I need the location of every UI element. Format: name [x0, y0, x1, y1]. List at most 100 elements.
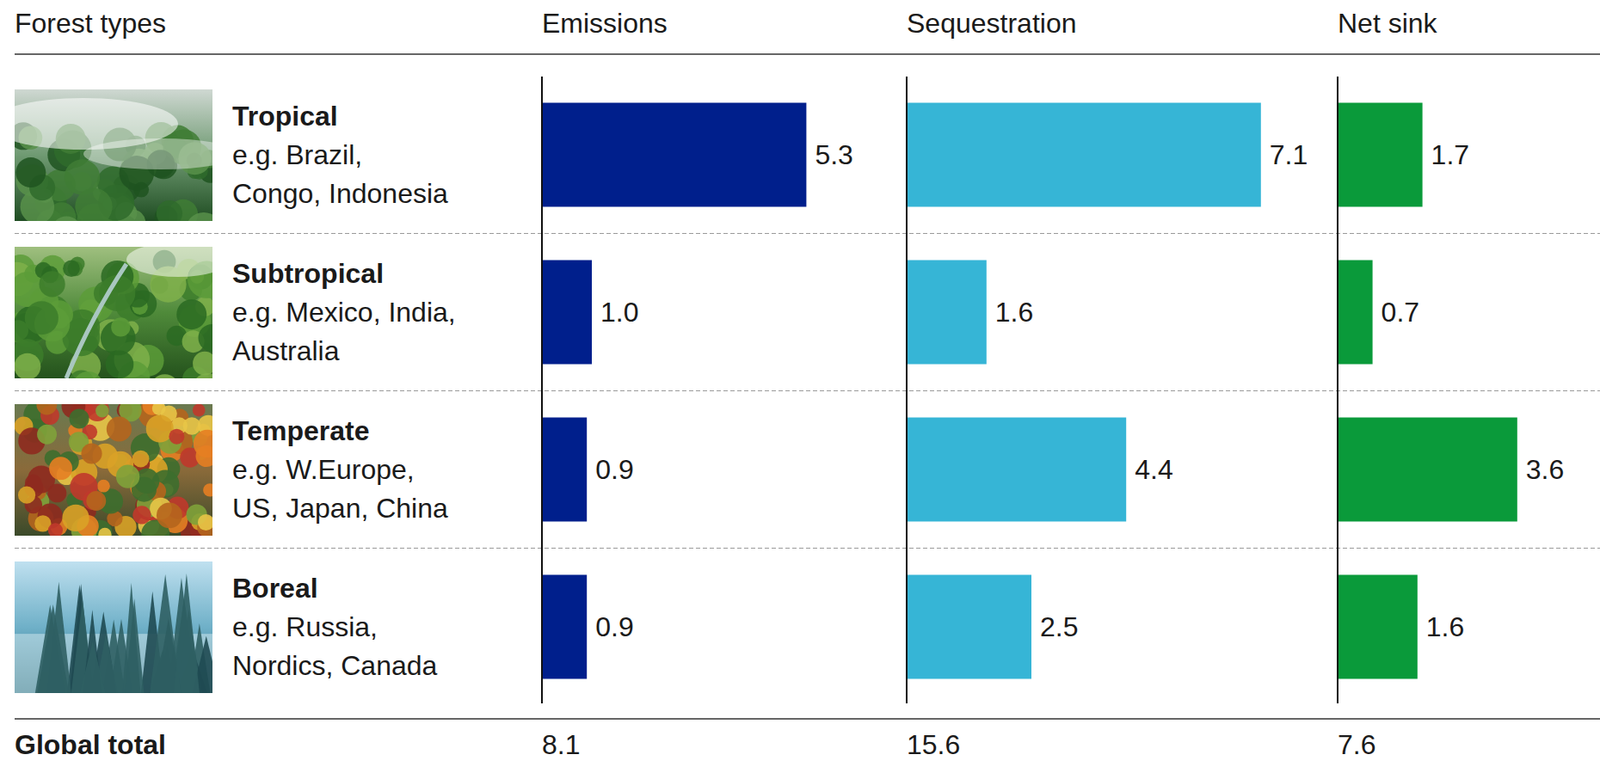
foliage [62, 259, 80, 277]
header-rule [14, 53, 1600, 56]
data-label: 2.5 [1040, 611, 1078, 643]
data-label: 5.3 [814, 139, 853, 171]
category-label: Temperate [232, 415, 370, 447]
foliage [152, 404, 167, 416]
foliage [116, 464, 140, 488]
data-label: 0.7 [1381, 296, 1420, 328]
forest-photo [14, 246, 213, 379]
conifer [80, 641, 106, 694]
panel-axis [541, 76, 543, 704]
conifer [173, 573, 200, 694]
panel-total: 7.6 [1337, 729, 1376, 761]
foliage [132, 505, 151, 524]
foliage [106, 416, 132, 442]
row-separator [14, 390, 1600, 392]
panel-title: Emissions [541, 7, 668, 39]
conifer [124, 598, 145, 694]
category-label: Boreal [232, 572, 319, 604]
category-label: Tropical [232, 100, 339, 132]
data-label: 1.6 [1426, 611, 1465, 643]
foliage [14, 353, 41, 379]
photo-background [14, 404, 213, 536]
foliage [156, 200, 183, 222]
bar [541, 260, 592, 365]
mist [126, 246, 213, 277]
foliage [197, 514, 213, 531]
data-label: 1.6 [995, 296, 1034, 328]
panel-axis [1336, 76, 1339, 704]
foliage [185, 212, 213, 222]
bar [541, 575, 587, 680]
foliage [191, 373, 213, 379]
foliage [86, 491, 106, 511]
data-label: 4.4 [1134, 454, 1173, 486]
panel-axis [905, 76, 908, 704]
forest-photo [14, 404, 213, 536]
category-examples: e.g. W.Europe, [232, 454, 415, 486]
chart: Forest types Tropical e.g. Brazil, Congo, I… [0, 0, 1600, 767]
panel-total: 8.1 [541, 729, 580, 761]
photo-background [14, 561, 213, 694]
bar [1337, 260, 1373, 365]
bottom-rule [14, 718, 1600, 720]
foliage [110, 317, 130, 337]
foliage [18, 486, 36, 505]
foliage [36, 424, 57, 445]
category-examples: e.g. Mexico, India, [232, 296, 456, 328]
foliage [176, 299, 207, 330]
bar [1337, 103, 1423, 208]
category-examples: Australia [232, 335, 340, 367]
category-examples: Congo, Indonesia [232, 178, 449, 210]
bar [541, 103, 807, 208]
bar [541, 418, 587, 523]
data-label: 1.0 [600, 296, 639, 328]
foliage [15, 157, 46, 188]
row-separator [14, 547, 1600, 549]
mist [83, 138, 213, 170]
foliage [156, 502, 183, 529]
bars [541, 103, 807, 680]
category-examples: Nordics, Canada [232, 650, 438, 682]
foliage [132, 450, 150, 468]
data-label: 7.1 [1269, 139, 1308, 171]
data-label: 3.6 [1526, 454, 1564, 486]
foliage [48, 523, 63, 536]
foliage [50, 216, 82, 222]
bar [906, 103, 1262, 208]
foliage [36, 404, 57, 415]
bar [1337, 418, 1518, 523]
foliage [39, 270, 66, 297]
foliage [198, 324, 213, 352]
foliage [193, 430, 213, 458]
panel-title: Sequestration [906, 7, 1077, 39]
foliage [98, 528, 111, 536]
category-examples: e.g. Brazil, [232, 139, 363, 171]
category-examples: US, Japan, China [232, 492, 449, 524]
river [66, 264, 127, 379]
bar [906, 575, 1032, 680]
panel-total: 15.6 [906, 729, 960, 761]
foliage [97, 480, 111, 493]
foliage [168, 429, 185, 445]
panel-title: Net sink [1337, 7, 1439, 39]
foliage [203, 483, 213, 497]
conifer [35, 604, 66, 694]
foliage [61, 504, 89, 532]
column-header: Forest types [14, 7, 167, 39]
data-label: 0.9 [595, 611, 634, 643]
foliage [47, 484, 67, 504]
bar [906, 260, 987, 365]
foliage [95, 404, 110, 419]
foliage [73, 371, 104, 379]
foliage [74, 188, 112, 222]
foliage [80, 443, 102, 464]
category-examples: e.g. Russia, [232, 611, 378, 643]
total-label: Global total [14, 729, 167, 761]
bar [906, 418, 1127, 523]
data-label: 0.9 [595, 454, 634, 486]
foliage [69, 408, 90, 429]
bars [906, 103, 1262, 680]
row-separator [14, 233, 1600, 234]
bar [1337, 575, 1418, 680]
foliage [49, 456, 73, 480]
